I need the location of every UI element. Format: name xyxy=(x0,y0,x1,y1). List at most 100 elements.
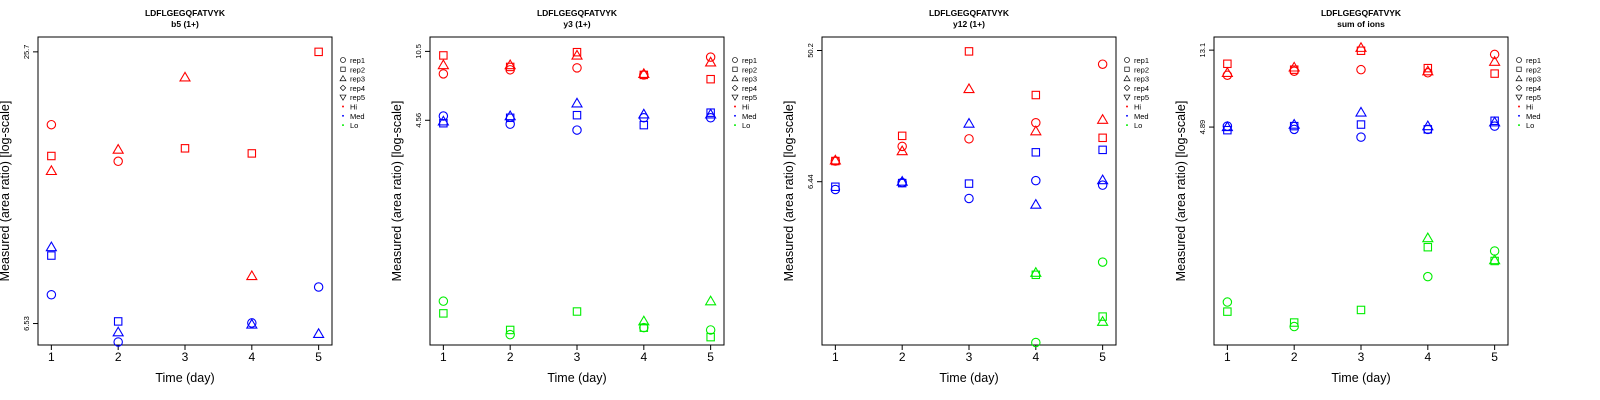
data-point xyxy=(706,332,715,342)
legend-marker xyxy=(1515,74,1523,82)
data-point xyxy=(46,119,57,130)
data-point xyxy=(1421,231,1434,243)
legend-label: Hi xyxy=(1134,103,1141,112)
data-point xyxy=(438,69,449,79)
data-point xyxy=(46,290,57,300)
data-point xyxy=(1096,315,1109,326)
data-point xyxy=(439,309,448,318)
legend-label: Lo xyxy=(742,121,750,130)
data-point xyxy=(571,49,583,60)
legend-label: rep3 xyxy=(350,75,365,84)
chart-subtitle: sum of ions xyxy=(1337,19,1385,29)
chart-subtitle: y3 (1+) xyxy=(563,19,590,29)
data-point xyxy=(1098,133,1107,143)
data-point xyxy=(1288,118,1301,129)
data-point xyxy=(437,115,450,126)
legend-marker xyxy=(731,84,739,92)
y-axis-label: Measured (area ratio) [log-scale] xyxy=(782,101,796,282)
data-point xyxy=(897,141,907,152)
x-tick-label: 3 xyxy=(574,350,581,364)
legend-marker xyxy=(342,105,344,108)
data-point xyxy=(1031,337,1041,348)
legend-marker xyxy=(1126,124,1128,127)
data-point xyxy=(1029,125,1042,136)
data-point xyxy=(439,51,448,60)
data-point xyxy=(113,156,123,167)
legend-label: Med xyxy=(350,112,365,121)
x-tick-label: 2 xyxy=(507,350,514,364)
legend-label: rep1 xyxy=(1526,56,1541,65)
data-point xyxy=(1223,307,1232,316)
data-point xyxy=(572,110,582,120)
data-point xyxy=(47,151,56,161)
data-point xyxy=(1223,59,1232,69)
legend-marker xyxy=(1124,57,1130,63)
data-point xyxy=(45,241,58,252)
legend-label: rep1 xyxy=(742,56,757,65)
data-point xyxy=(572,63,582,73)
data-point xyxy=(1356,46,1366,55)
data-point xyxy=(572,47,582,57)
legend-marker xyxy=(339,94,347,101)
x-tick-label: 2 xyxy=(115,350,122,364)
data-point xyxy=(179,71,191,82)
x-tick-label: 5 xyxy=(707,350,714,364)
data-point xyxy=(639,120,649,130)
data-point xyxy=(314,47,323,57)
data-point xyxy=(1488,254,1501,265)
data-point xyxy=(1029,266,1042,277)
data-point xyxy=(705,52,716,62)
data-point xyxy=(313,282,324,292)
data-point xyxy=(1423,63,1433,73)
legend-label: rep4 xyxy=(1134,84,1149,93)
x-tick-label: 3 xyxy=(182,350,189,364)
data-point xyxy=(1356,120,1366,129)
x-axis-label: Time (day) xyxy=(939,371,998,385)
x-tick-label: 2 xyxy=(1291,350,1298,364)
data-point xyxy=(829,154,842,165)
legend-label: Hi xyxy=(742,103,749,112)
data-point xyxy=(112,143,125,154)
data-point xyxy=(1423,242,1433,252)
x-tick-label: 5 xyxy=(1099,350,1106,364)
y-axis-label: Measured (area ratio) [log-scale] xyxy=(390,101,404,282)
data-point xyxy=(572,307,582,316)
legend-label: rep4 xyxy=(742,84,757,93)
data-point xyxy=(830,184,841,195)
legend-marker xyxy=(342,114,344,117)
data-point xyxy=(896,144,909,156)
data-point xyxy=(639,323,649,332)
data-point xyxy=(1356,305,1366,315)
chart-subtitle: y12 (1+) xyxy=(953,19,985,29)
x-tick-label: 4 xyxy=(1032,350,1039,364)
x-axis-label: Time (day) xyxy=(155,371,214,385)
data-point xyxy=(1097,257,1108,267)
legend-marker xyxy=(339,74,347,82)
chart-title: LDFLGEGQFATVYK xyxy=(145,8,226,18)
legend-label: rep2 xyxy=(1526,65,1541,74)
legend-label: Lo xyxy=(350,121,358,130)
y-tick-label: 4.56 xyxy=(414,113,423,128)
data-point xyxy=(180,144,190,153)
legend-label: Lo xyxy=(1134,121,1142,130)
legend-label: rep4 xyxy=(350,84,365,93)
legend-marker xyxy=(731,74,739,82)
legend-label: Hi xyxy=(1526,103,1533,112)
x-tick-label: 5 xyxy=(315,350,322,364)
legend-marker xyxy=(1515,94,1523,101)
legend-marker xyxy=(340,57,346,63)
data-point xyxy=(704,56,717,67)
legend-label: rep1 xyxy=(350,56,365,65)
legend-marker xyxy=(1126,114,1128,117)
legend-marker xyxy=(342,124,344,127)
chart-subtitle: b5 (1+) xyxy=(171,19,199,29)
legend-label: rep2 xyxy=(1134,65,1149,74)
legend-marker xyxy=(1516,66,1522,72)
legend-marker xyxy=(734,124,736,127)
data-point xyxy=(1490,69,1499,78)
data-point xyxy=(1355,41,1367,52)
data-point xyxy=(505,325,515,335)
